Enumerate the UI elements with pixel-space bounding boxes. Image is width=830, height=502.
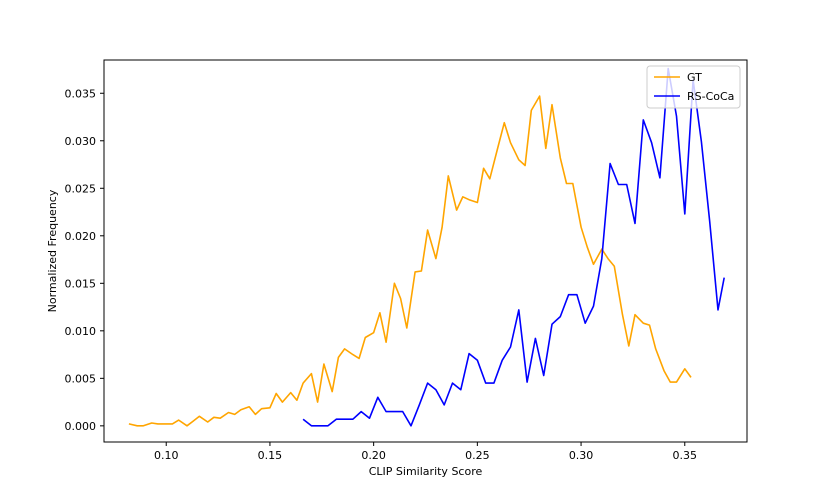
legend: GT RS-CoCa (646, 65, 741, 109)
y-tick-label: 0.005 (65, 372, 97, 385)
y-axis-ticks: 0.000 0.005 0.010 0.015 0.020 0.025 0.030 0.035 (65, 87, 104, 433)
legend-label: RS-CoCa (687, 90, 734, 103)
series-line-gt (128, 95, 692, 427)
y-tick-label: 0.030 (65, 135, 97, 148)
x-tick-label: 0.15 (258, 449, 283, 462)
x-tick-label: 0.25 (465, 449, 490, 462)
x-axis-label: CLIP Similarity Score (369, 465, 483, 478)
axes-frame (103, 59, 748, 443)
x-tick-label: 0.20 (361, 449, 386, 462)
y-tick-label: 0.000 (65, 420, 97, 433)
y-tick-label: 0.015 (65, 277, 97, 290)
x-axis-ticks: 0.10 0.15 0.20 0.25 0.30 0.35 (154, 442, 697, 462)
y-tick-label: 0.010 (65, 325, 97, 338)
x-tick-label: 0.35 (673, 449, 698, 462)
y-axis-label: Normalized Frequency (46, 189, 59, 312)
plot-lines (128, 67, 725, 427)
x-tick-label: 0.30 (569, 449, 594, 462)
x-tick-label: 0.10 (154, 449, 179, 462)
y-tick-label: 0.035 (65, 87, 97, 100)
y-tick-label: 0.025 (65, 182, 97, 195)
y-tick-label: 0.020 (65, 230, 97, 243)
legend-label: GT (687, 71, 702, 84)
series-line-rs-coca (302, 67, 725, 427)
